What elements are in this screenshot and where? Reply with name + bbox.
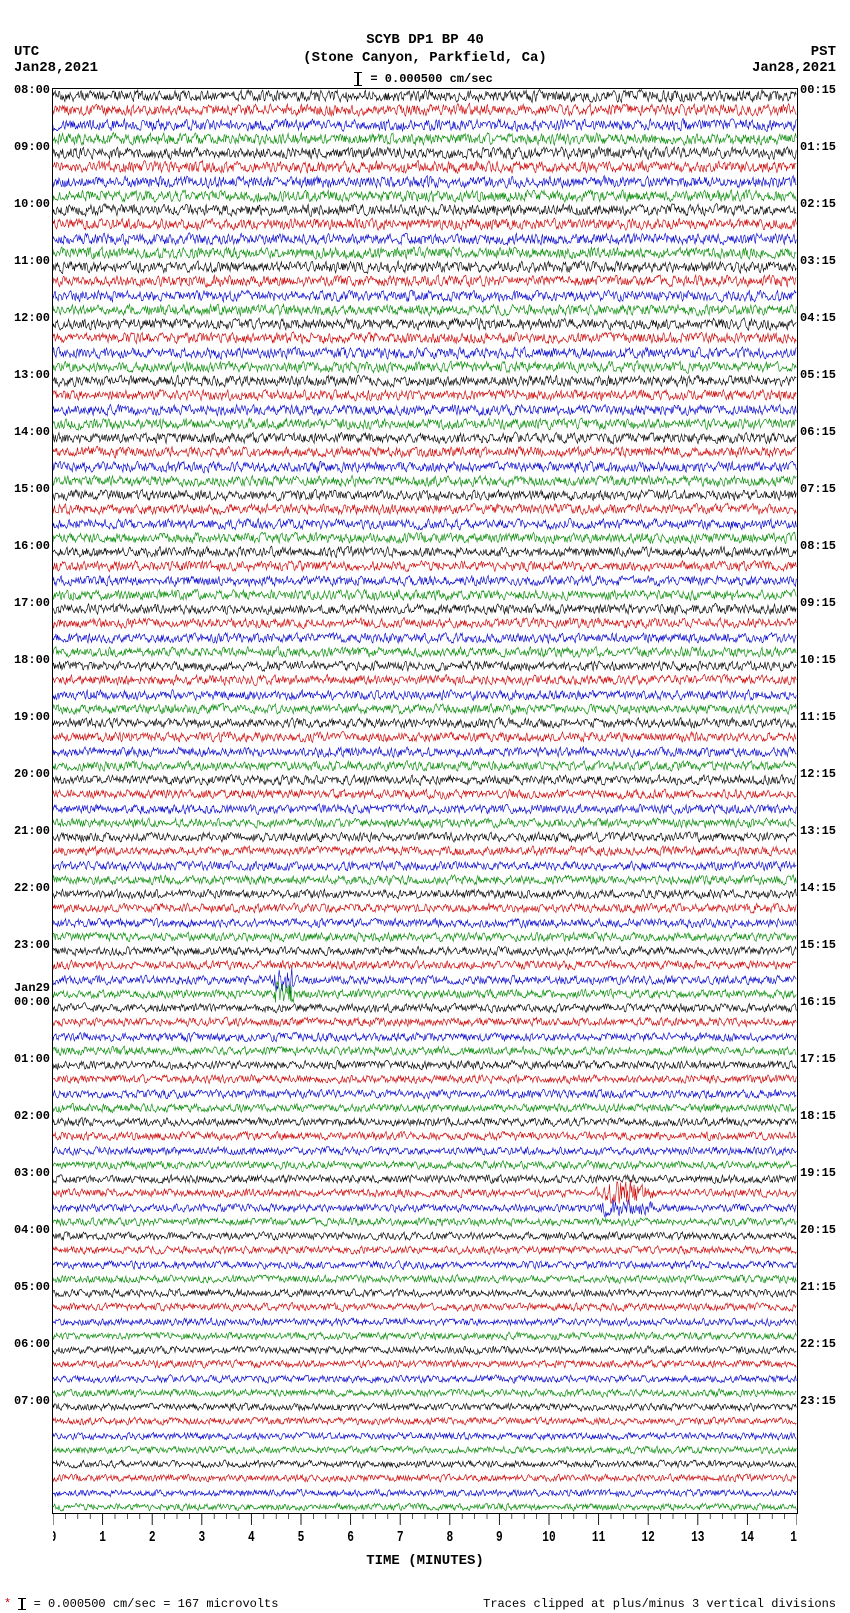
footer-star-icon: * bbox=[4, 1597, 18, 1611]
pst-time-label: 08:15 bbox=[797, 539, 836, 553]
svg-text:0: 0 bbox=[53, 1529, 56, 1546]
tz-left-date: Jan28,2021 bbox=[14, 60, 98, 76]
footer-left-value: = 0.000500 cm/sec = 167 microvolts bbox=[26, 1597, 278, 1611]
utc-time-label: 16:00 bbox=[14, 539, 53, 553]
utc-time-label: 06:00 bbox=[14, 1337, 53, 1351]
svg-text:3: 3 bbox=[198, 1529, 205, 1546]
pst-time-label: 18:15 bbox=[797, 1109, 836, 1123]
utc-time-label: 15:00 bbox=[14, 482, 53, 496]
svg-text:13: 13 bbox=[691, 1529, 704, 1546]
svg-text:2: 2 bbox=[149, 1529, 156, 1546]
utc-time-label: 17:00 bbox=[14, 596, 53, 610]
utc-time-label: 01:00 bbox=[14, 1052, 53, 1066]
svg-text:6: 6 bbox=[347, 1529, 354, 1546]
utc-time-label: 12:00 bbox=[14, 311, 53, 325]
svg-text:1: 1 bbox=[99, 1529, 106, 1546]
utc-time-label: 14:00 bbox=[14, 425, 53, 439]
pst-time-label: 13:15 bbox=[797, 824, 836, 838]
chart-header: SCYB DP1 BP 40 (Stone Canyon, Parkfield,… bbox=[0, 0, 850, 86]
utc-time-label: 13:00 bbox=[14, 368, 53, 382]
svg-text:7: 7 bbox=[397, 1529, 404, 1546]
svg-text:12: 12 bbox=[641, 1529, 654, 1546]
svg-text:5: 5 bbox=[298, 1529, 305, 1546]
utc-time-label: 23:00 bbox=[14, 938, 53, 952]
svg-text:14: 14 bbox=[741, 1529, 754, 1546]
x-axis-label: TIME (MINUTES) bbox=[53, 1553, 797, 1569]
svg-text:11: 11 bbox=[592, 1529, 605, 1546]
utc-time-label: 02:00 bbox=[14, 1109, 53, 1123]
utc-time-label: 05:00 bbox=[14, 1280, 53, 1294]
x-axis: 0123456789101112131415 bbox=[53, 1513, 797, 1553]
chart-title-1: SCYB DP1 BP 40 bbox=[0, 0, 850, 48]
utc-time-label: 21:00 bbox=[14, 824, 53, 838]
pst-time-label: 07:15 bbox=[797, 482, 836, 496]
utc-time-label: 03:00 bbox=[14, 1166, 53, 1180]
utc-day-label: Jan29 bbox=[14, 981, 53, 995]
pst-time-label: 17:15 bbox=[797, 1052, 836, 1066]
utc-time-label: 11:00 bbox=[14, 254, 53, 268]
pst-time-label: 11:15 bbox=[797, 710, 836, 724]
pst-time-label: 23:15 bbox=[797, 1394, 836, 1408]
utc-time-label: 22:00 bbox=[14, 881, 53, 895]
pst-time-label: 21:15 bbox=[797, 1280, 836, 1294]
svg-text:9: 9 bbox=[496, 1529, 503, 1546]
pst-time-label: 03:15 bbox=[797, 254, 836, 268]
pst-time-label: 14:15 bbox=[797, 881, 836, 895]
utc-time-label: 10:00 bbox=[14, 197, 53, 211]
pst-time-label: 00:15 bbox=[797, 83, 836, 97]
svg-text:4: 4 bbox=[248, 1529, 255, 1546]
utc-time-label: 00:00 bbox=[14, 995, 53, 1009]
utc-time-label: 20:00 bbox=[14, 767, 53, 781]
utc-time-label: 19:00 bbox=[14, 710, 53, 724]
pst-time-label: 12:15 bbox=[797, 767, 836, 781]
pst-time-label: 20:15 bbox=[797, 1223, 836, 1237]
pst-time-label: 02:15 bbox=[797, 197, 836, 211]
svg-text:8: 8 bbox=[446, 1529, 453, 1546]
pst-time-label: 06:15 bbox=[797, 425, 836, 439]
tz-right-date: Jan28,2021 bbox=[752, 60, 836, 76]
utc-time-label: 08:00 bbox=[14, 83, 53, 97]
timezone-left-block: UTC Jan28,2021 bbox=[14, 44, 98, 76]
pst-time-label: 16:15 bbox=[797, 995, 836, 1009]
pst-time-label: 05:15 bbox=[797, 368, 836, 382]
footer-scale-bar-icon bbox=[21, 1598, 23, 1610]
pst-time-label: 22:15 bbox=[797, 1337, 836, 1351]
seismogram-plot: 08:0000:1509:0001:1510:0002:1511:0003:15… bbox=[52, 88, 798, 1514]
footer-clip-text: Traces clipped at plus/minus 3 vertical … bbox=[483, 1597, 836, 1611]
tz-right-name: PST bbox=[752, 44, 836, 60]
svg-text:10: 10 bbox=[542, 1529, 555, 1546]
seismic-trace bbox=[53, 1500, 797, 1514]
timezone-right-block: PST Jan28,2021 bbox=[752, 44, 836, 76]
svg-text:15: 15 bbox=[790, 1529, 797, 1546]
utc-time-label: 07:00 bbox=[14, 1394, 53, 1408]
pst-time-label: 19:15 bbox=[797, 1166, 836, 1180]
pst-time-label: 15:15 bbox=[797, 938, 836, 952]
pst-time-label: 10:15 bbox=[797, 653, 836, 667]
pst-time-label: 01:15 bbox=[797, 140, 836, 154]
chart-title-2: (Stone Canyon, Parkfield, Ca) bbox=[0, 48, 850, 66]
footer-scale-text: * = 0.000500 cm/sec = 167 microvolts bbox=[4, 1597, 278, 1611]
pst-time-label: 09:15 bbox=[797, 596, 836, 610]
utc-time-label: 18:00 bbox=[14, 653, 53, 667]
pst-time-label: 04:15 bbox=[797, 311, 836, 325]
tz-left-name: UTC bbox=[14, 44, 98, 60]
utc-time-label: 04:00 bbox=[14, 1223, 53, 1237]
utc-time-label: 09:00 bbox=[14, 140, 53, 154]
